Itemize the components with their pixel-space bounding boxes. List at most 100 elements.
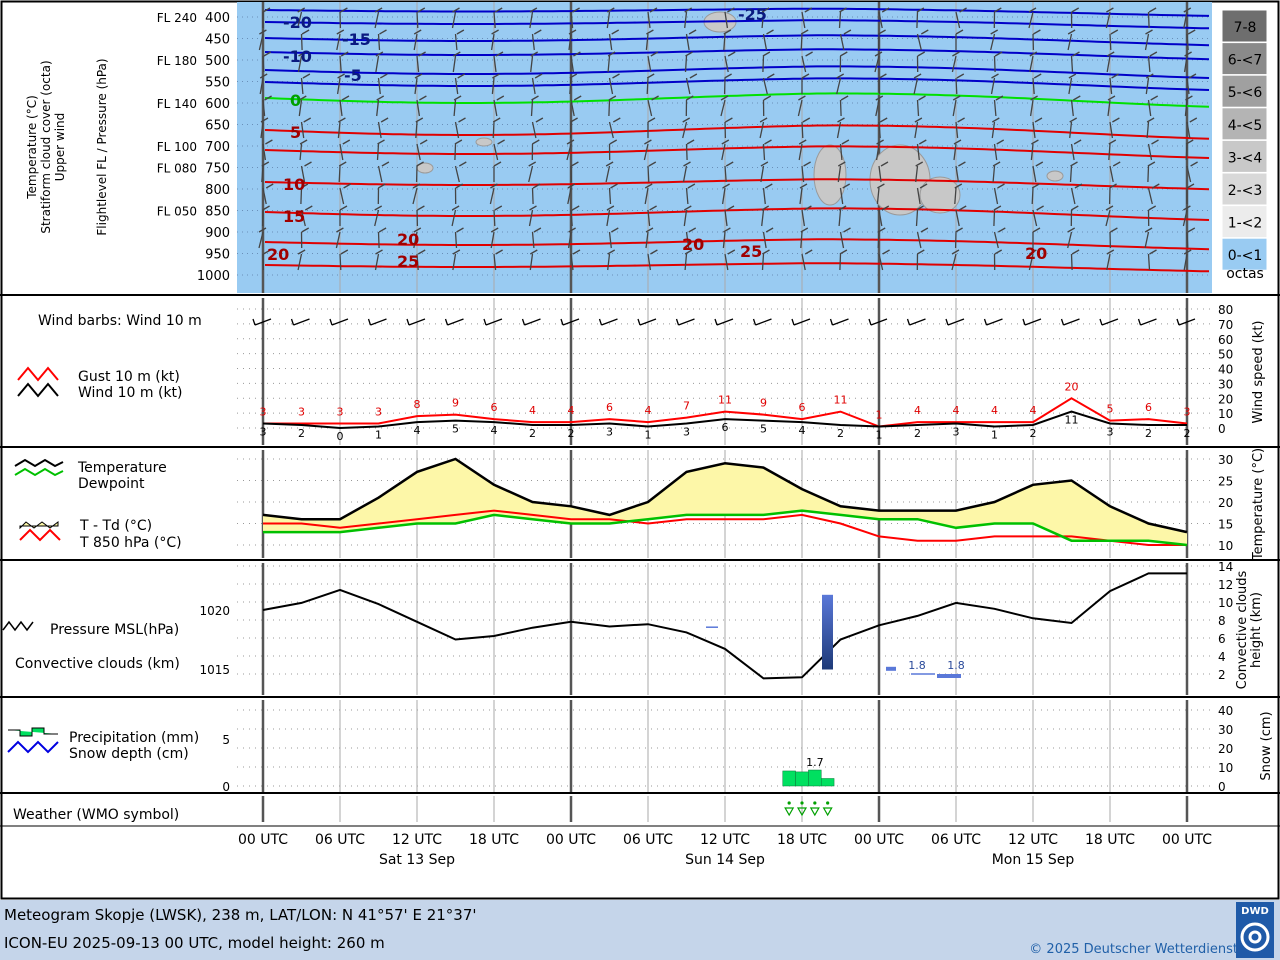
conv-cloud-bar <box>886 666 896 671</box>
dewpoint-line <box>263 509 1188 547</box>
upper-wind-barb <box>258 227 267 249</box>
upper-wind-barb <box>993 7 1002 29</box>
upper-wind-barb <box>837 161 846 183</box>
upper-wind-barb <box>452 249 461 271</box>
surface-wind-barb <box>329 318 349 326</box>
upper-wind-barb <box>647 95 659 117</box>
conv-tick-label: 10 <box>1218 596 1233 610</box>
isotherm <box>264 77 1210 91</box>
upper-wind-barb <box>493 139 505 161</box>
upper-wind-barb <box>724 51 736 73</box>
weather-panel-title: Weather (WMO symbol) <box>13 807 179 823</box>
wind-data-label: 2 <box>1030 427 1037 440</box>
weather-symbol-dot <box>826 801 830 805</box>
temp-tick-label: 15 <box>1218 518 1233 532</box>
upper-wind-barb <box>685 29 697 51</box>
upper-wind-barb <box>1106 51 1115 73</box>
surface-wind-barb <box>290 318 310 326</box>
upper-wind-barb <box>608 139 618 161</box>
upper-wind-barb <box>531 227 542 249</box>
wind-legend-label: Wind 10 m (kt) <box>78 385 183 401</box>
upper-wind-barb <box>685 183 696 205</box>
time-axis-label: 06 UTC <box>931 832 981 848</box>
flight-level-label: FL 180 <box>157 54 197 68</box>
upper-wind-barb <box>339 7 348 29</box>
upper-wind-barb <box>606 7 615 29</box>
dew-legend-icon <box>14 467 64 477</box>
wind-tick-label: 0 <box>1218 422 1226 436</box>
wind-data-label: 2 <box>837 427 844 440</box>
upper-wind-barb <box>299 139 308 161</box>
upper-wind-barb <box>339 51 349 73</box>
upper-wind-barb <box>258 29 267 51</box>
wind-data-label: 2 <box>568 427 575 440</box>
upper-wind-barb <box>874 51 883 73</box>
upper-wind-barb <box>1105 7 1114 29</box>
upper-wind-barb <box>839 249 848 271</box>
pressure-legend-icon <box>2 620 34 632</box>
gust-data-label: 3 <box>375 406 382 419</box>
upper-wind-barb <box>1032 73 1042 95</box>
upper-wind-barb <box>913 73 922 95</box>
upper-wind-barb <box>297 51 306 73</box>
upper-wind-barb <box>724 7 735 29</box>
upper-wind-barb <box>1032 205 1044 227</box>
upper-wind-barb <box>415 117 424 139</box>
snow-ylabel: Snow (cm) <box>1259 711 1274 780</box>
isotherm-label: 0 <box>290 91 301 110</box>
upper-wind-barb <box>531 29 542 51</box>
upper-wind-barb <box>839 227 851 249</box>
upper-wind-barb <box>1186 227 1196 249</box>
upper-wind-barb <box>262 95 272 117</box>
gust-data-label: 4 <box>1030 404 1037 417</box>
conv-cloud-bar <box>937 674 961 678</box>
upper-wind-barb <box>297 249 306 271</box>
upper-wind-barb <box>530 51 539 73</box>
upper-wind-barb <box>568 29 577 51</box>
upper-wind-barb <box>376 95 385 117</box>
upper-wind-barb <box>1186 73 1197 95</box>
gust-data-label: 3 <box>298 406 305 419</box>
surface-wind-barb <box>906 318 926 326</box>
upper-wind-barb <box>608 117 621 139</box>
conv-tick-label: 4 <box>1218 650 1226 664</box>
cloud-legend-swatch <box>1221 74 1268 108</box>
upper-wind-barb <box>1109 161 1121 183</box>
upper-wind-barb <box>1070 183 1083 205</box>
isotherm-label: -10 <box>283 47 312 66</box>
upper-wind-barb <box>416 51 426 73</box>
upper-wind-barb <box>760 161 769 183</box>
upper-wind-barb <box>1030 139 1039 161</box>
precip-bar <box>782 770 796 787</box>
flight-level-label: FL 140 <box>157 97 197 111</box>
pressure-level-label: 600 <box>205 97 230 112</box>
surface-wind-barb <box>945 318 965 326</box>
upper-wind-barb <box>723 73 732 95</box>
time-axis-label: 06 UTC <box>623 832 673 848</box>
isotherm <box>264 178 1210 191</box>
conv-tick-label: 12 <box>1218 578 1233 592</box>
upper-wind-barb <box>647 205 657 227</box>
surface-wind-barb <box>1022 318 1042 326</box>
upper-wind-barb <box>1185 139 1194 161</box>
upper-wind-barb <box>916 7 925 29</box>
upper-ylabel-2: Flightlevel FL / Pressure (hPa) <box>95 58 109 235</box>
wind-data-label: 2 <box>298 427 305 440</box>
surface-wind-barb <box>483 318 503 326</box>
upper-wind-barb <box>490 29 499 51</box>
pressure-level-label: 900 <box>205 226 230 241</box>
upper-wind-barb <box>761 205 770 227</box>
temp-tick-label: 10 <box>1218 539 1233 553</box>
upper-wind-barb <box>300 29 310 51</box>
upper-wind-barb <box>493 7 503 29</box>
snow-tick-label: 20 <box>1218 742 1233 756</box>
temp-tick-label: 25 <box>1218 475 1233 489</box>
upper-wind-barb <box>954 227 963 249</box>
wind-data-label: 2 <box>1184 427 1191 440</box>
upper-wind-barb <box>1070 51 1080 73</box>
cloud-legend-label: 7-8 <box>1234 20 1257 36</box>
dwd-logo: DWD <box>1236 902 1274 958</box>
pressure-level-label: 850 <box>205 205 230 220</box>
gust-data-label: 4 <box>529 404 536 417</box>
cloud-patch <box>813 144 847 206</box>
